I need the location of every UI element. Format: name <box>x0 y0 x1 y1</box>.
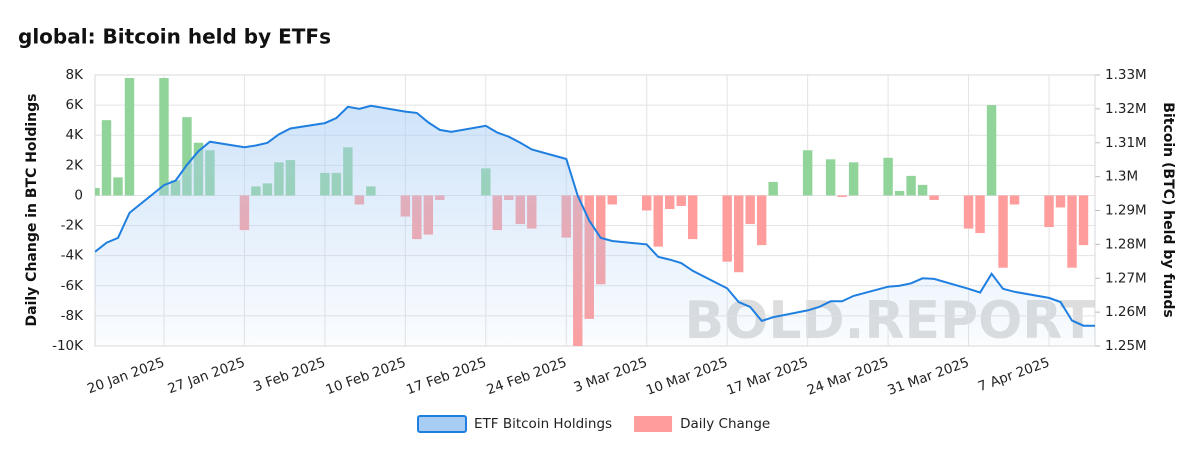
bar <box>837 195 847 197</box>
bar <box>1055 195 1066 208</box>
line-area <box>95 105 1095 346</box>
bar <box>825 159 836 196</box>
bar <box>906 175 916 196</box>
y2-tick-label: 1.3M <box>1105 169 1138 185</box>
bar <box>159 78 169 196</box>
bar <box>101 120 112 196</box>
bar <box>182 117 192 196</box>
x-tick-label: 24 Feb 2025 <box>485 354 569 398</box>
bar <box>756 195 767 246</box>
y-tick-label: -6K <box>61 278 84 294</box>
y2-tick-label: 1.25M <box>1105 338 1147 354</box>
x-tick-label: 27 Jan 2025 <box>166 354 248 397</box>
bar <box>975 195 985 234</box>
bar <box>802 150 813 196</box>
y2-tick-label: 1.27M <box>1105 270 1147 286</box>
x-tick-label: 17 Feb 2025 <box>404 354 488 398</box>
y-axis-title: Daily Change in BTC Holdings <box>24 94 40 327</box>
bar <box>733 195 744 273</box>
bar <box>963 195 974 229</box>
bar <box>745 195 755 225</box>
x-tick-label: 10 Mar 2025 <box>644 354 730 398</box>
x-tick-label: 20 Jan 2025 <box>85 354 167 397</box>
bar <box>986 105 997 196</box>
x-tick-label: 24 Mar 2025 <box>805 354 891 398</box>
y2-tick-label: 1.26M <box>1105 304 1147 320</box>
plot-area <box>95 78 1095 346</box>
bar <box>113 177 123 196</box>
y-tick-label: -4K <box>61 248 84 264</box>
bar <box>917 184 928 196</box>
bar <box>687 195 698 240</box>
y2-tick-label: 1.28M <box>1105 236 1147 252</box>
chart-title: global: Bitcoin held by ETFs <box>18 25 331 49</box>
x-tick-label: 31 Mar 2025 <box>885 354 971 398</box>
bar <box>929 195 939 200</box>
y-tick-label: 8K <box>66 67 85 83</box>
legend-swatch <box>634 416 673 432</box>
bar <box>768 181 778 196</box>
bar <box>124 78 135 196</box>
x-tick-label: 17 Mar 2025 <box>724 354 810 398</box>
bar <box>1067 195 1077 268</box>
y2-tick-label: 1.33M <box>1105 67 1147 83</box>
x-tick-label: 3 Mar 2025 <box>572 354 650 395</box>
x-tick-label: 10 Feb 2025 <box>324 354 408 398</box>
y-tick-label: 2K <box>66 157 85 173</box>
y-tick-label: 4K <box>66 127 85 143</box>
bar <box>883 157 893 196</box>
bar <box>653 195 663 247</box>
bar <box>676 195 686 206</box>
bar <box>848 162 859 196</box>
y-tick-label: -10K <box>52 338 84 354</box>
bar <box>665 195 675 209</box>
bar <box>722 195 732 262</box>
legend-label: Daily Change <box>680 416 770 432</box>
bar <box>95 187 100 196</box>
bar <box>1078 195 1089 246</box>
bar <box>1009 195 1020 205</box>
y-tick-label: 0 <box>74 187 83 203</box>
bar <box>607 195 617 205</box>
y2-tick-label: 1.31M <box>1105 135 1147 151</box>
bar <box>894 190 905 196</box>
legend-swatch <box>417 415 467 433</box>
y-tick-label: -8K <box>61 308 84 324</box>
y2-tick-label: 1.32M <box>1105 101 1147 117</box>
bar <box>998 195 1008 268</box>
y-tick-label: 6K <box>66 97 85 113</box>
y2-axis-title: Bitcoin (BTC) held by funds <box>1160 102 1176 317</box>
y-tick-label: -2K <box>61 218 84 234</box>
bar <box>1044 195 1054 228</box>
bar <box>642 195 652 211</box>
x-tick-label: 3 Feb 2025 <box>251 354 327 395</box>
x-tick-label: 7 Apr 2025 <box>976 354 1052 395</box>
legend-label: ETF Bitcoin Holdings <box>474 416 612 432</box>
line <box>95 104 1095 327</box>
y2-tick-label: 1.29M <box>1105 203 1147 219</box>
